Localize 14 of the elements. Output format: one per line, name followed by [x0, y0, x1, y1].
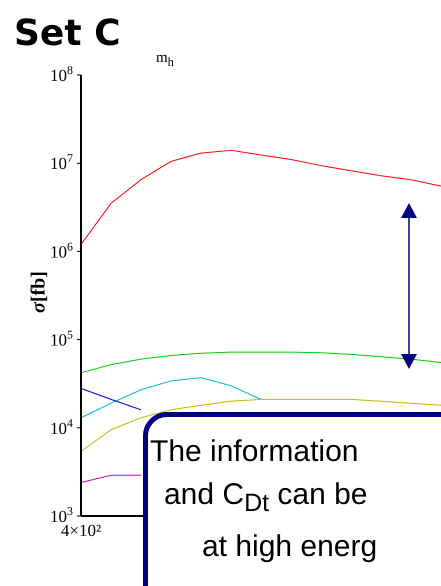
- annotation: and C$_{Dt}$ can be: [163, 477, 368, 519]
- line-series: [80, 150, 441, 245]
- y-tick-label: 10$^{7}$: [50, 151, 74, 174]
- y-axis-title: σ[fb]: [28, 270, 50, 315]
- y-tick-label: 10$^{6}$: [50, 239, 74, 262]
- text: m$_{h}$: [156, 50, 174, 70]
- y-tick-label: 10$^{4}$: [50, 416, 74, 438]
- line-series: [80, 377, 262, 418]
- y-tick-label: 10$^{8}$: [50, 63, 74, 85]
- y-tick-label: 10$^{5}$: [50, 328, 74, 350]
- annotation: The information: [150, 434, 360, 470]
- text: at high energ: [201, 529, 378, 565]
- chart-title: Set C: [14, 12, 121, 56]
- line-series: [80, 352, 441, 374]
